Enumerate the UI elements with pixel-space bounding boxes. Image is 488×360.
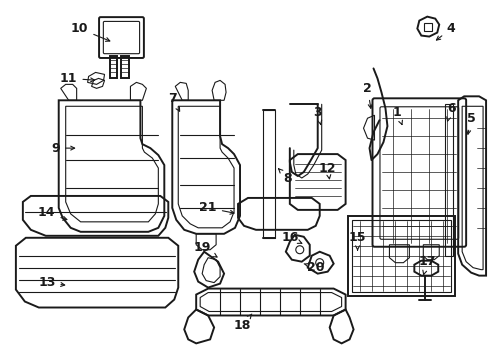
Text: 8: 8 <box>278 169 291 185</box>
Bar <box>424 23 431 31</box>
Bar <box>444 104 452 256</box>
Text: 7: 7 <box>167 92 179 111</box>
Bar <box>351 220 450 292</box>
Text: 12: 12 <box>318 162 336 179</box>
Text: 15: 15 <box>348 231 366 250</box>
Bar <box>263 110 274 238</box>
Bar <box>109 57 117 78</box>
Text: 4: 4 <box>436 22 455 40</box>
Text: 3: 3 <box>313 106 322 125</box>
Text: 5: 5 <box>466 112 474 134</box>
Text: 1: 1 <box>392 106 402 125</box>
Text: 9: 9 <box>51 141 75 155</box>
Bar <box>121 57 129 78</box>
Text: 10: 10 <box>71 22 110 41</box>
Text: 2: 2 <box>363 82 371 108</box>
Text: 16: 16 <box>281 231 301 244</box>
Text: 14: 14 <box>38 206 67 220</box>
Text: 20: 20 <box>304 261 324 274</box>
Text: 19: 19 <box>193 241 217 257</box>
Text: 11: 11 <box>60 72 94 85</box>
Text: 18: 18 <box>233 314 251 332</box>
Text: 13: 13 <box>38 276 64 289</box>
Bar <box>347 216 454 296</box>
Text: 17: 17 <box>418 255 435 274</box>
Text: 21: 21 <box>199 201 234 215</box>
Text: 6: 6 <box>446 102 455 121</box>
